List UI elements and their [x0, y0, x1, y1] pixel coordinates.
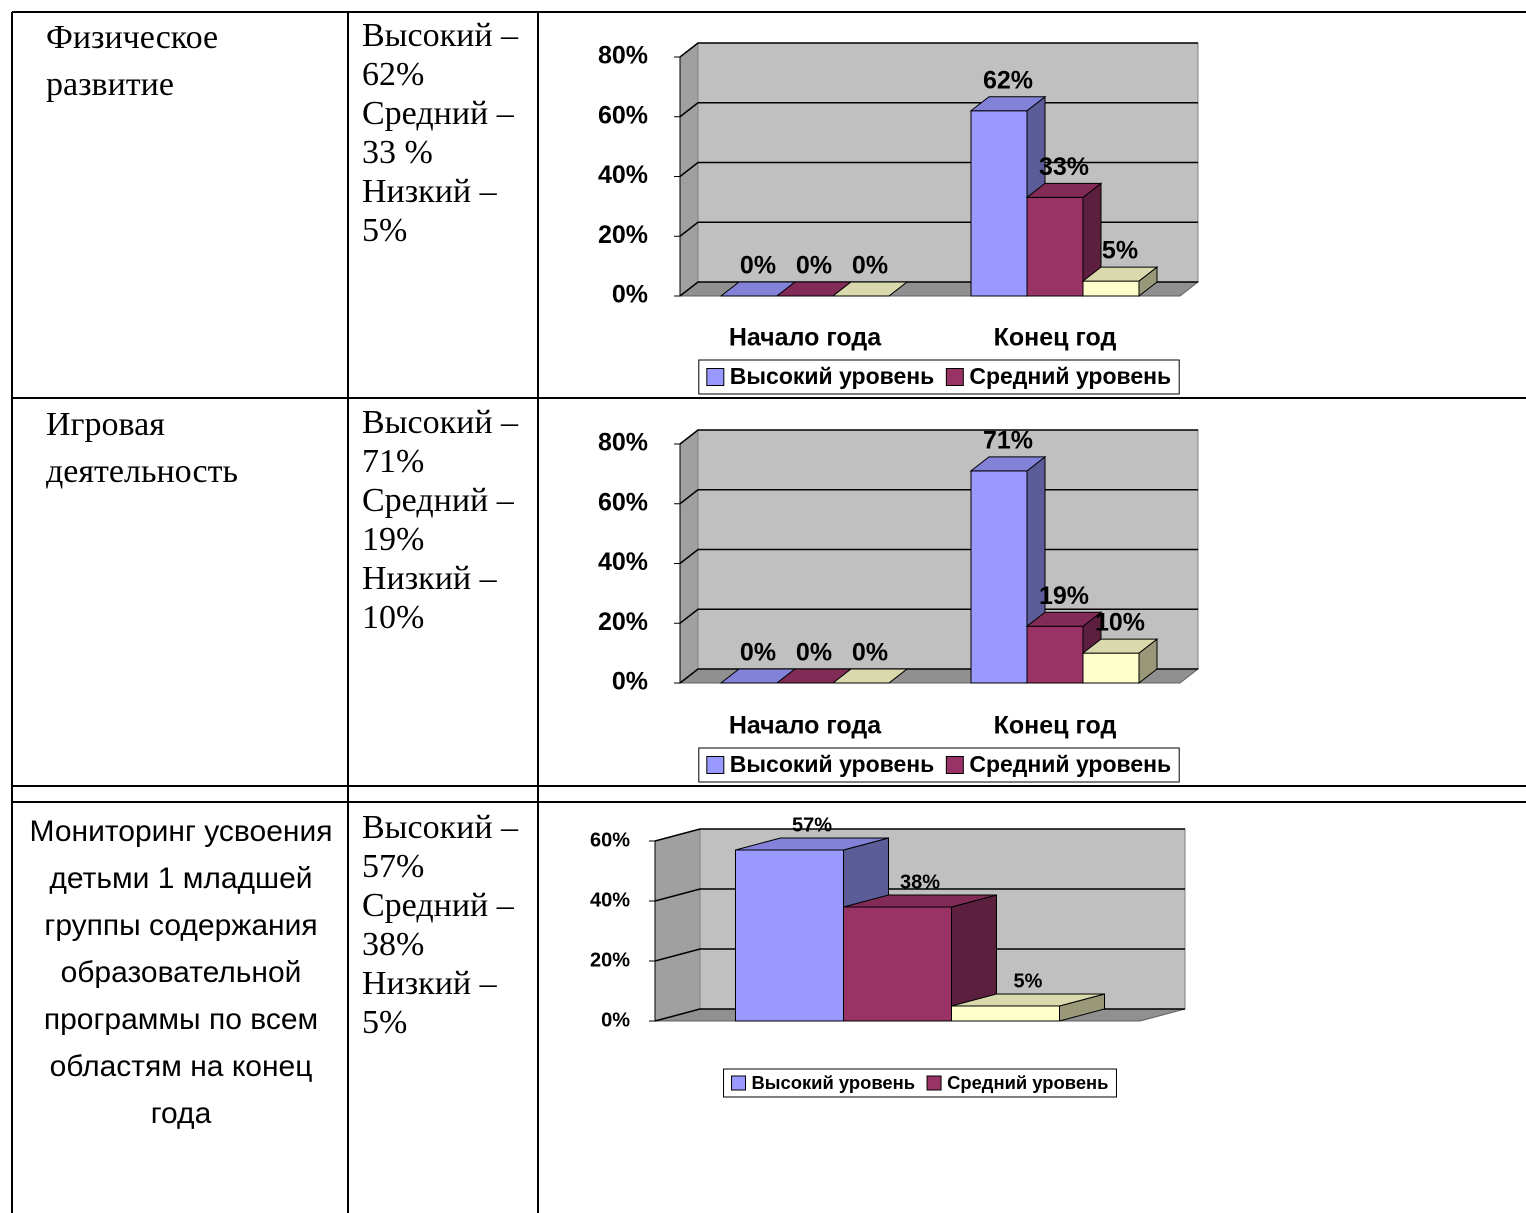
legend-label: Высокий уровень — [730, 363, 935, 389]
x-tick-label: Конец год — [994, 324, 1117, 352]
x-tick-label: Начало года — [729, 324, 882, 352]
legend-box — [698, 359, 1180, 395]
bar-front — [1026, 625, 1084, 684]
legend-swatch — [706, 368, 725, 386]
level-text: Высокий – 57% — [362, 809, 519, 885]
legend-label: Высокий уровень — [730, 751, 935, 777]
level-text: Низкий – 5% — [362, 173, 497, 249]
bar-top — [1081, 638, 1159, 654]
level-list: Высокий – 62% Средний – 33 % Низкий – 5% — [362, 16, 532, 250]
side-wall — [654, 828, 701, 1022]
legend-swatch — [945, 368, 964, 386]
data-label: 33% — [1039, 153, 1089, 181]
bar-front — [951, 1005, 1060, 1022]
level-text: Высокий – 71% — [362, 404, 519, 480]
bar-front — [843, 906, 952, 1022]
legend-swatch — [926, 1075, 942, 1091]
y-tick-label: 80% — [598, 429, 648, 457]
bar-top — [969, 96, 1047, 112]
y-tick-label: 40% — [598, 161, 648, 189]
data-label: 71% — [983, 426, 1033, 454]
legend-swatch — [731, 1075, 747, 1091]
data-label: 62% — [983, 66, 1033, 94]
data-label: 0% — [740, 639, 776, 667]
level-text: Высокий – 62% — [362, 17, 519, 93]
y-tick-label: 0% — [612, 668, 648, 696]
bar-top — [1081, 266, 1159, 282]
level-list: Высокий – 57% Средний – 38% Низкий – 5% — [362, 808, 532, 1042]
grid-line — [679, 429, 1198, 445]
bar-front — [735, 849, 844, 1022]
area-label: Игровая деятельность — [46, 406, 238, 490]
legend-label: Средний уровень — [947, 1072, 1108, 1093]
legend-box — [698, 747, 1180, 783]
grid-line — [654, 888, 1185, 902]
data-label: 5% — [1102, 237, 1138, 265]
bar-top — [969, 456, 1047, 472]
data-label: 10% — [1095, 609, 1145, 637]
grid-line — [654, 948, 1185, 962]
table-borders — [11, 11, 1526, 1213]
legend-swatch — [706, 756, 725, 774]
y-tick-label: 60% — [598, 101, 648, 129]
bar-top — [831, 668, 909, 684]
y-tick-label: 60% — [590, 829, 630, 851]
data-label: 0% — [740, 252, 776, 280]
bar-front — [1026, 196, 1084, 297]
x-tick-label: Конец год — [994, 712, 1117, 740]
level-text: Низкий – 10% — [362, 560, 497, 636]
x-tick-label: Начало года — [729, 712, 882, 740]
bar-front — [1082, 652, 1140, 684]
bar-front — [970, 110, 1028, 297]
level-text: Средний – 19% — [362, 482, 514, 558]
bar-front — [1082, 280, 1140, 297]
y-tick-label: 60% — [598, 488, 648, 516]
legend-label: Высокий уровень — [752, 1072, 916, 1093]
y-tick-label: 40% — [590, 889, 630, 911]
bar-top — [831, 281, 909, 297]
legend-box — [723, 1068, 1117, 1098]
y-tick-label: 80% — [598, 42, 648, 70]
bar-top — [1025, 182, 1103, 198]
area-label: Мониторинг усвоения детьми 1 младшей гру… — [29, 815, 333, 1130]
y-tick-label: 0% — [601, 1009, 630, 1031]
data-label: 5% — [1014, 970, 1043, 992]
level-text: Низкий – 5% — [362, 965, 497, 1041]
bar-top — [951, 993, 1105, 1007]
data-label: 0% — [796, 252, 832, 280]
data-label: 57% — [792, 814, 832, 836]
y-tick-label: 20% — [590, 949, 630, 971]
level-list: Высокий – 71% Средний – 19% Низкий – 10% — [362, 403, 532, 637]
y-tick-label: 20% — [598, 608, 648, 636]
area-label: Физическое развитие — [46, 19, 219, 103]
grid-line — [654, 828, 1185, 842]
y-tick-label: 0% — [612, 281, 648, 309]
bar-front — [970, 470, 1028, 684]
data-label: 38% — [900, 871, 940, 893]
bar-top — [735, 837, 889, 851]
data-label: 0% — [852, 252, 888, 280]
level-text: Средний – 38% — [362, 887, 514, 963]
legend-label: Средний уровень — [969, 363, 1171, 389]
grid-line — [679, 42, 1198, 58]
y-tick-label: 40% — [598, 548, 648, 576]
data-label: 19% — [1039, 582, 1089, 610]
bar-top — [843, 894, 997, 908]
legend-label: Средний уровень — [969, 751, 1171, 777]
data-label: 0% — [852, 639, 888, 667]
data-label: 0% — [796, 639, 832, 667]
y-tick-label: 20% — [598, 221, 648, 249]
level-text: Средний – 33 % — [362, 95, 514, 171]
legend-swatch — [945, 756, 964, 774]
bar-top — [1025, 611, 1103, 627]
